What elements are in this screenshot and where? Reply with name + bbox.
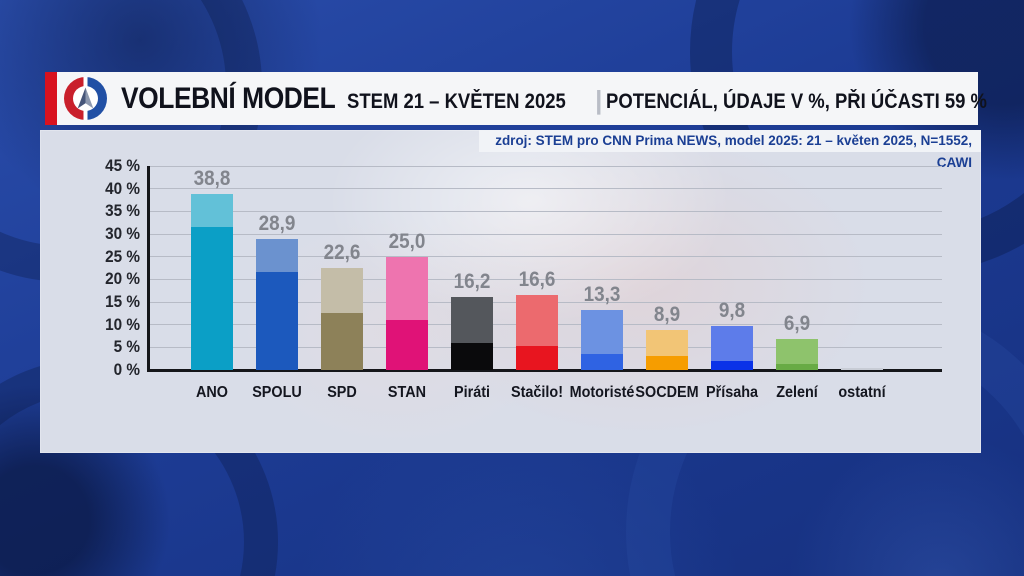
bar-value-label-Motoristé: 13,3 xyxy=(583,282,621,306)
y-axis xyxy=(147,166,150,372)
x-axis-label-SOCDEM: SOCDEM xyxy=(635,384,699,401)
x-axis-label-ostatní: ostatní xyxy=(838,384,886,401)
bar-core-segment-Přísaha xyxy=(711,360,753,370)
gridline-45 xyxy=(149,165,942,167)
x-axis-label-Motoristé: Motoristé xyxy=(569,384,635,401)
x-axis-label-ANO: ANO xyxy=(195,384,229,401)
y-tick-label-45: 45 % xyxy=(105,156,140,175)
bar-value-label-SPOLU: 28,9 xyxy=(258,211,296,235)
bar-core-segment-ANO xyxy=(191,227,233,370)
title-subtitle: STEM 21 – KVĚTEN 2025 xyxy=(346,89,566,113)
bar-value-label-Přísaha: 9,8 xyxy=(718,298,746,322)
gridline-30 xyxy=(149,233,942,235)
bar-core-segment-Stačilo! xyxy=(516,345,558,370)
title-note: POTENCIÁL, ÚDAJE V %, PŘI ÚČASTI 59 % xyxy=(606,89,988,113)
chart-panel: zdroj: STEM pro CNN Prima NEWS, model 20… xyxy=(40,130,981,453)
x-axis-label-Stačilo!: Stačilo! xyxy=(510,384,564,401)
bar-core-segment-Zelení xyxy=(776,364,818,370)
y-tick-label-30: 30 % xyxy=(105,224,140,243)
y-tick-label-20: 20 % xyxy=(105,269,140,289)
gridline-40 xyxy=(149,188,942,190)
bar-core-segment-SPOLU xyxy=(256,272,298,370)
gridline-20 xyxy=(149,278,942,280)
bar-value-label-Stačilo!: 16,6 xyxy=(518,267,556,291)
y-tick-label-5: 5 % xyxy=(113,337,140,357)
y-tick-label-15: 15 % xyxy=(105,292,140,311)
bar-value-label-ANO: 38,8 xyxy=(193,167,231,191)
header-titles: VOLEBNÍ MODEL STEM 21 – KVĚTEN 2025 | PO… xyxy=(121,82,1024,116)
x-axis-label-Piráti: Piráti xyxy=(453,384,490,401)
bar-core-segment-STAN xyxy=(386,319,428,370)
bar-core-segment-SOCDEM xyxy=(646,355,688,370)
y-tick-label-10: 10 % xyxy=(105,314,140,334)
bar-value-label-STAN: 25,0 xyxy=(388,229,426,253)
x-axis xyxy=(149,369,942,372)
gridline-35 xyxy=(149,210,942,212)
header-bar: VOLEBNÍ MODEL STEM 21 – KVĚTEN 2025 | PO… xyxy=(45,72,987,125)
compass-arrow-icon xyxy=(77,87,94,109)
page-title: VOLEBNÍ MODEL xyxy=(121,81,336,115)
y-tick-label-0: 0 % xyxy=(113,360,140,379)
gridline-25 xyxy=(149,256,942,258)
x-axis-label-SPOLU: SPOLU xyxy=(252,384,302,401)
x-axis-label-STAN: STAN xyxy=(387,384,427,401)
bar-core-segment-Motoristé xyxy=(581,354,623,370)
source-caption: zdroj: STEM pro CNN Prima NEWS, model 20… xyxy=(479,130,981,170)
bar-value-label-Piráti: 16,2 xyxy=(453,269,491,293)
x-axis-label-Zelení: Zelení xyxy=(776,384,818,401)
bar-value-label-Zelení: 6,9 xyxy=(783,311,811,335)
y-tick-label-35: 35 % xyxy=(105,201,140,221)
bar-potential-segment-ostatní xyxy=(841,368,883,370)
x-axis-label-SPD: SPD xyxy=(327,384,357,401)
plot-area: 0 % 5 % 10 % 15 % 20 % 25 % 30 % 35 % 40 % 45 % 38… xyxy=(40,130,981,453)
y-tick-label-25: 25 % xyxy=(105,246,140,266)
bar-value-label-SPD: 22,6 xyxy=(323,240,361,264)
x-axis-label-Přísaha: Přísaha xyxy=(705,384,759,401)
y-tick-label-40: 40 % xyxy=(105,178,140,198)
bar-core-segment-Piráti xyxy=(451,342,493,370)
bar-value-label-SOCDEM: 8,9 xyxy=(653,302,681,326)
title-separator: | xyxy=(595,84,603,115)
cnn-prima-news-logo xyxy=(64,77,107,120)
bar-core-segment-SPD xyxy=(321,313,363,370)
